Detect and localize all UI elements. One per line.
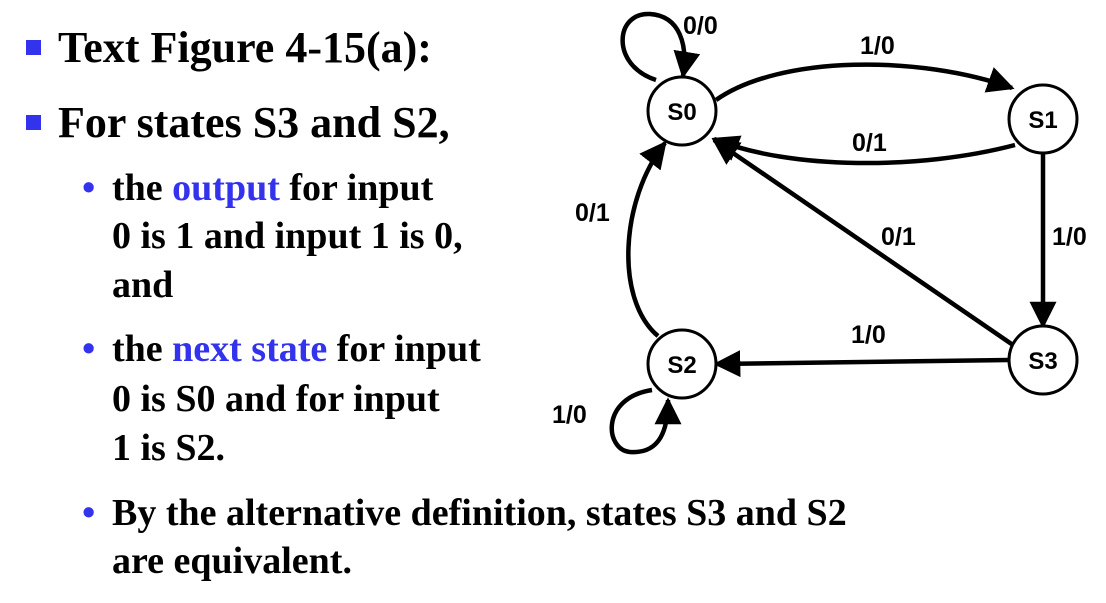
sub-bullet-equivalent-line2: are equivalent. bbox=[112, 540, 352, 582]
edge-s2-s0 bbox=[626, 140, 667, 338]
state-s3-label: S3 bbox=[1028, 348, 1057, 375]
sub-bullet-output-line2: 0 is 1 and input 1 is 0, bbox=[112, 215, 463, 257]
state-s0-label: S0 bbox=[667, 99, 696, 126]
edge-s2-self bbox=[609, 387, 682, 455]
sub-bullet-equivalent-line1: By the alternative definition, states S3… bbox=[112, 492, 847, 534]
label-s2-self: 1/0 bbox=[552, 401, 587, 429]
bullet-title: Text Figure 4-15(a): bbox=[58, 23, 432, 72]
square-bullet-icon bbox=[26, 115, 41, 130]
square-bullet-icon bbox=[26, 40, 41, 55]
bullet-states: For states S3 and S2, bbox=[58, 98, 450, 147]
label-s2-s0: 0/1 bbox=[575, 199, 610, 227]
edge-s0-s1 bbox=[714, 62, 1015, 102]
state-s2-label: S2 bbox=[667, 352, 696, 379]
highlight-next-state: next state bbox=[172, 328, 328, 370]
state-s0: S0 bbox=[646, 75, 718, 147]
state-s1-label: S1 bbox=[1028, 107, 1057, 134]
edge-s3-s2 bbox=[713, 350, 1010, 378]
sub-bullet-next-state-line3: 1 is S2. bbox=[112, 427, 225, 469]
sub-bullet-output-line3: and bbox=[112, 264, 174, 306]
label-s1-s3: 1/0 bbox=[1052, 223, 1087, 251]
label-s0-s1: 1/0 bbox=[860, 32, 895, 60]
edge-s0-self bbox=[620, 11, 701, 83]
state-s3: S3 bbox=[1007, 324, 1079, 396]
edge-s1-s0 bbox=[711, 135, 1016, 166]
sub-bullet-next-state-line2: 0 is S0 and for input bbox=[112, 378, 440, 420]
dot-bullet-icon: • bbox=[82, 328, 96, 370]
dot-bullet-icon: • bbox=[82, 492, 96, 534]
label-s3-s0: 0/1 bbox=[881, 223, 916, 251]
edge-s3-s0 bbox=[711, 138, 1015, 347]
sub-bullet-next-state-line1: the next state for input bbox=[112, 328, 481, 370]
label-s1-s0: 0/1 bbox=[852, 129, 887, 157]
highlight-output: output bbox=[172, 167, 280, 209]
label-s0-self: 0/0 bbox=[683, 12, 718, 40]
dot-bullet-icon: • bbox=[82, 167, 96, 209]
state-s1: S1 bbox=[1007, 83, 1079, 155]
sub-bullet-output-line1: the output for input bbox=[112, 167, 434, 209]
state-s2: S2 bbox=[646, 328, 718, 400]
label-s3-s2: 1/0 bbox=[851, 321, 886, 349]
